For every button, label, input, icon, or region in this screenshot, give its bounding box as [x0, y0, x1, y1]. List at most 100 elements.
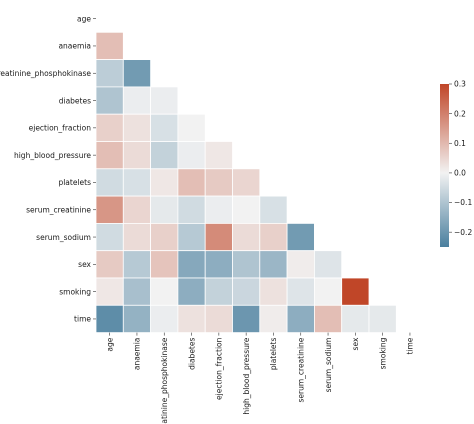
heatmap-cells	[95, 31, 397, 333]
heatmap-cell-high_blood_pressure-diabetes	[177, 141, 206, 170]
y-tick-label: age	[77, 14, 91, 23]
heatmap-cell-platelets-diabetes	[177, 168, 206, 197]
heatmap-cell-sex-ejection_fraction	[204, 250, 233, 279]
heatmap-cell-time-high_blood_pressure	[232, 304, 261, 333]
heatmap-cell-high_blood_pressure-ejection_fraction	[204, 141, 233, 170]
heatmap-cell-time-ejection_fraction	[204, 304, 233, 333]
x-tick-label: serum_creatinine	[296, 337, 305, 402]
heatmap-cell-serum_sodium-serum_creatinine	[286, 222, 315, 252]
heatmap-cell-serum_sodium-diabetes	[177, 222, 206, 252]
heatmap-cell-time-creatinine_phosphokinase	[150, 304, 179, 333]
heatmap-cell-serum_creatinine-age	[95, 195, 124, 224]
heatmap-cell-serum_creatinine-platelets	[259, 195, 288, 224]
x-tick-label: time	[406, 337, 415, 354]
x-tick-label: serum_sodium	[324, 338, 333, 393]
colorbar-tick-label: −0.2	[454, 228, 472, 237]
heatmap-cell-serum_sodium-high_blood_pressure	[232, 222, 261, 252]
colorbar-tick-label: −0.1	[454, 198, 472, 207]
x-tick-labels: age anaemia creatinine_phosphokinase diabet…	[105, 332, 415, 424]
colorbar-tick-label: 0.0	[454, 169, 466, 178]
heatmap-cell-diabetes-anaemia	[122, 86, 152, 115]
x-tick-label: ejection_fraction	[215, 337, 224, 400]
colorbar-tick-label: 0.2	[454, 109, 466, 118]
heatmap-cell-platelets-age	[95, 168, 124, 197]
heatmap-cell-high_blood_pressure-age	[95, 141, 124, 170]
y-tick-label: sex	[78, 260, 91, 269]
colorbar-tick-label: 0.3	[454, 80, 466, 89]
y-tick-label: high_blood_pressure	[14, 151, 91, 160]
heatmap-cell-anaemia-age	[95, 31, 124, 60]
x-tick-label: sex	[351, 337, 360, 350]
y-tick-label: platelets	[58, 178, 91, 187]
heatmap-cell-ejection_fraction-creatinine_phosphokinase	[150, 113, 179, 142]
y-tick-label: ejection_fraction	[29, 124, 92, 133]
heatmap-cell-platelets-creatinine_phosphokinase	[150, 168, 179, 197]
heatmap-cell-serum_sodium-anaemia	[122, 222, 152, 252]
heatmap-cell-time-diabetes	[177, 304, 206, 333]
colorbar-tick-label: 0.1	[454, 139, 466, 148]
heatmap-cell-platelets-ejection_fraction	[204, 168, 233, 197]
x-tick-label: high_blood_pressure	[242, 337, 251, 414]
x-tick-label: smoking	[378, 337, 387, 369]
heatmap-cell-smoking-high_blood_pressure	[232, 277, 261, 306]
heatmap-cell-sex-platelets	[259, 250, 288, 279]
heatmap-cell-serum_sodium-age	[95, 222, 124, 252]
heatmap-cell-ejection_fraction-age	[95, 113, 124, 142]
heatmap-cell-platelets-anaemia	[122, 168, 152, 197]
heatmap-cell-serum_creatinine-high_blood_pressure	[232, 195, 261, 224]
y-tick-label: creatinine_phosphokinase	[0, 69, 91, 78]
heatmap-cell-time-anaemia	[122, 304, 152, 333]
x-tick-label: creatinine_phosphokinase	[160, 337, 169, 424]
heatmap-cell-ejection_fraction-anaemia	[122, 113, 152, 142]
colorbar-gradient	[440, 84, 449, 247]
heatmap-cell-time-platelets	[259, 304, 288, 333]
heatmap-cell-serum_sodium-creatinine_phosphokinase	[150, 222, 179, 252]
heatmap-cell-platelets-high_blood_pressure	[232, 168, 261, 197]
heatmap-cell-diabetes-age	[95, 86, 124, 115]
colorbar	[440, 84, 449, 247]
heatmap-cell-sex-anaemia	[122, 250, 152, 279]
heatmap-cell-smoking-creatinine_phosphokinase	[150, 277, 179, 306]
heatmap-cell-creatinine_phosphokinase-age	[95, 59, 124, 88]
heatmap-cell-sex-serum_creatinine	[286, 250, 315, 279]
y-tick-label: smoking	[59, 287, 91, 296]
x-tick-label: platelets	[269, 338, 278, 371]
heatmap-cell-sex-diabetes	[177, 250, 206, 279]
heatmap-cell-sex-creatinine_phosphokinase	[150, 250, 179, 279]
heatmap-cell-serum_sodium-ejection_fraction	[204, 222, 233, 252]
heatmap-cell-smoking-serum_creatinine	[286, 277, 315, 306]
x-tick-label: anaemia	[133, 338, 142, 371]
y-tick-label: time	[74, 315, 91, 324]
y-tick-label: anaemia	[58, 42, 91, 51]
heatmap-cell-serum_creatinine-creatinine_phosphokinase	[150, 195, 179, 224]
heatmap-cell-sex-serum_sodium	[313, 250, 343, 279]
heatmap-cell-serum_creatinine-anaemia	[122, 195, 152, 224]
heatmap-cell-serum_sodium-platelets	[259, 222, 288, 252]
y-tick-label: serum_sodium	[36, 233, 91, 242]
heatmap-cell-serum_creatinine-ejection_fraction	[204, 195, 233, 224]
heatmap-cell-smoking-anaemia	[122, 277, 152, 306]
heatmap-cell-smoking-ejection_fraction	[204, 277, 233, 306]
heatmap-cell-serum_creatinine-diabetes	[177, 195, 206, 224]
heatmap-cell-smoking-platelets	[259, 277, 288, 306]
heatmap-cell-time-smoking	[368, 304, 397, 333]
heatmap-cell-high_blood_pressure-anaemia	[122, 141, 152, 170]
heatmap-cell-smoking-diabetes	[177, 277, 206, 306]
x-tick-label: diabetes	[187, 338, 196, 370]
y-tick-labels: age anaemia creatinine_phosphokinasediabet…	[0, 14, 96, 324]
heatmap-cell-smoking-sex	[341, 277, 370, 306]
heatmap-cell-sex-age	[95, 250, 124, 279]
heatmap-cell-high_blood_pressure-creatinine_phosphokinase	[150, 141, 179, 170]
heatmap-cell-time-serum_sodium	[313, 304, 343, 333]
colorbar-ticks: 0.3 0.2 0.1 0.0 −0.1 −0.2	[449, 80, 472, 237]
heatmap-cell-time-serum_creatinine	[286, 304, 315, 333]
x-tick-label: age	[105, 337, 114, 351]
y-tick-label: diabetes	[59, 96, 91, 105]
heatmap-cell-creatinine_phosphokinase-anaemia	[122, 59, 152, 88]
heatmap-cell-sex-high_blood_pressure	[232, 250, 261, 279]
heatmap-cell-ejection_fraction-diabetes	[177, 113, 206, 142]
heatmap-cell-diabetes-creatinine_phosphokinase	[150, 86, 179, 115]
heatmap-cell-smoking-serum_sodium	[313, 277, 343, 306]
heatmap-cell-time-sex	[341, 304, 370, 333]
